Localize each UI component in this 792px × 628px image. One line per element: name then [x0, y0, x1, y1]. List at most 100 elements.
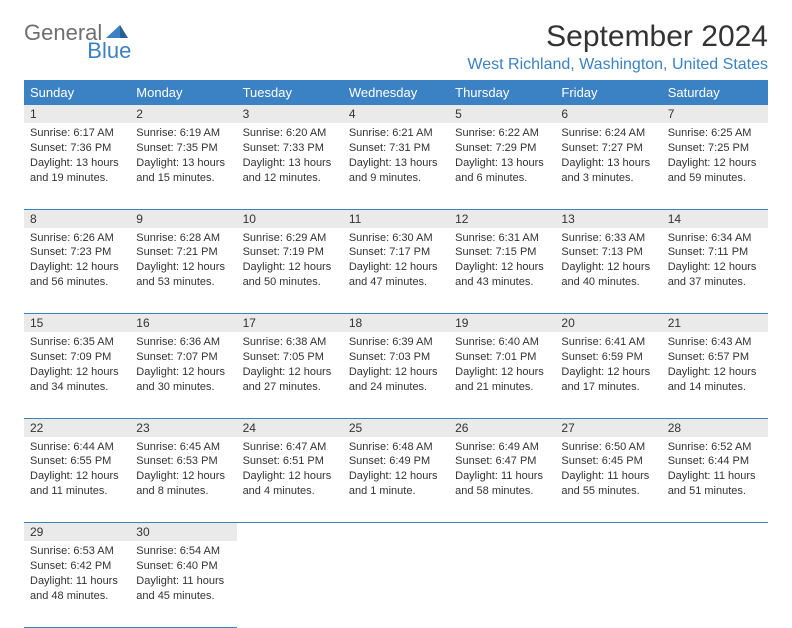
daylight-text: Daylight: 12 hours — [136, 469, 230, 484]
day-cell: Sunrise: 6:20 AMSunset: 7:33 PMDaylight:… — [237, 123, 343, 209]
daylight-text: Daylight: 11 hours — [668, 469, 762, 484]
sunset-text: Sunset: 7:25 PM — [668, 141, 762, 156]
daylight-text: and 43 minutes. — [455, 275, 549, 290]
daylight-text: Daylight: 12 hours — [243, 365, 337, 380]
daylight-text: and 37 minutes. — [668, 275, 762, 290]
day-header: Saturday — [662, 80, 768, 105]
sunrise-text: Sunrise: 6:31 AM — [455, 231, 549, 246]
day-number-row: 22232425262728 — [24, 418, 768, 437]
daylight-text: and 12 minutes. — [243, 171, 337, 186]
day-cell: Sunrise: 6:39 AMSunset: 7:03 PMDaylight:… — [343, 332, 449, 418]
sunrise-text: Sunrise: 6:22 AM — [455, 126, 549, 141]
daylight-text: and 8 minutes. — [136, 484, 230, 499]
daylight-text: and 40 minutes. — [561, 275, 655, 290]
sunrise-text: Sunrise: 6:33 AM — [561, 231, 655, 246]
day-number: 12 — [449, 209, 555, 228]
daylight-text: and 53 minutes. — [136, 275, 230, 290]
sunrise-text: Sunrise: 6:25 AM — [668, 126, 762, 141]
daylight-text: and 11 minutes. — [30, 484, 124, 499]
day-cell: Sunrise: 6:28 AMSunset: 7:21 PMDaylight:… — [130, 228, 236, 314]
sunrise-text: Sunrise: 6:38 AM — [243, 335, 337, 350]
day-number: 16 — [130, 314, 236, 333]
day-cell: Sunrise: 6:48 AMSunset: 6:49 PMDaylight:… — [343, 437, 449, 523]
day-cell: Sunrise: 6:24 AMSunset: 7:27 PMDaylight:… — [555, 123, 661, 209]
daylight-text: Daylight: 13 hours — [136, 156, 230, 171]
sunrise-text: Sunrise: 6:49 AM — [455, 440, 549, 455]
day-number: 8 — [24, 209, 130, 228]
daylight-text: and 6 minutes. — [455, 171, 549, 186]
day-number: 6 — [555, 105, 661, 123]
day-number-row: 2930 — [24, 523, 768, 542]
day-cell: Sunrise: 6:34 AMSunset: 7:11 PMDaylight:… — [662, 228, 768, 314]
day-header: Friday — [555, 80, 661, 105]
day-number — [555, 523, 661, 542]
sunrise-text: Sunrise: 6:30 AM — [349, 231, 443, 246]
day-cell: Sunrise: 6:47 AMSunset: 6:51 PMDaylight:… — [237, 437, 343, 523]
day-number: 14 — [662, 209, 768, 228]
sunset-text: Sunset: 7:17 PM — [349, 245, 443, 260]
daylight-text: and 55 minutes. — [561, 484, 655, 499]
sunrise-text: Sunrise: 6:39 AM — [349, 335, 443, 350]
daylight-text: and 17 minutes. — [561, 380, 655, 395]
day-cell: Sunrise: 6:54 AMSunset: 6:40 PMDaylight:… — [130, 541, 236, 627]
day-number: 29 — [24, 523, 130, 542]
sunset-text: Sunset: 7:19 PM — [243, 245, 337, 260]
sunrise-text: Sunrise: 6:54 AM — [136, 544, 230, 559]
day-cell: Sunrise: 6:38 AMSunset: 7:05 PMDaylight:… — [237, 332, 343, 418]
sunset-text: Sunset: 6:55 PM — [30, 454, 124, 469]
month-year: September 2024 — [467, 20, 768, 54]
day-number: 11 — [343, 209, 449, 228]
daylight-text: and 45 minutes. — [136, 589, 230, 604]
daylight-text: Daylight: 12 hours — [455, 260, 549, 275]
daylight-text: Daylight: 12 hours — [136, 365, 230, 380]
daylight-text: and 24 minutes. — [349, 380, 443, 395]
daylight-text: Daylight: 13 hours — [349, 156, 443, 171]
daylight-text: Daylight: 12 hours — [668, 365, 762, 380]
day-cell — [449, 541, 555, 627]
day-content-row: Sunrise: 6:17 AMSunset: 7:36 PMDaylight:… — [24, 123, 768, 209]
daylight-text: Daylight: 12 hours — [30, 260, 124, 275]
sunset-text: Sunset: 7:36 PM — [30, 141, 124, 156]
day-cell: Sunrise: 6:36 AMSunset: 7:07 PMDaylight:… — [130, 332, 236, 418]
day-number: 24 — [237, 418, 343, 437]
daylight-text: Daylight: 13 hours — [30, 156, 124, 171]
sunrise-text: Sunrise: 6:41 AM — [561, 335, 655, 350]
day-number: 9 — [130, 209, 236, 228]
day-cell: Sunrise: 6:30 AMSunset: 7:17 PMDaylight:… — [343, 228, 449, 314]
day-cell: Sunrise: 6:53 AMSunset: 6:42 PMDaylight:… — [24, 541, 130, 627]
calendar-table: SundayMondayTuesdayWednesdayThursdayFrid… — [24, 80, 768, 628]
daylight-text: Daylight: 12 hours — [668, 156, 762, 171]
day-cell: Sunrise: 6:17 AMSunset: 7:36 PMDaylight:… — [24, 123, 130, 209]
daylight-text: and 4 minutes. — [243, 484, 337, 499]
sunset-text: Sunset: 7:13 PM — [561, 245, 655, 260]
daylight-text: and 14 minutes. — [668, 380, 762, 395]
daylight-text: and 9 minutes. — [349, 171, 443, 186]
sunset-text: Sunset: 7:21 PM — [136, 245, 230, 260]
daylight-text: and 59 minutes. — [668, 171, 762, 186]
daylight-text: Daylight: 11 hours — [30, 574, 124, 589]
daylight-text: and 48 minutes. — [30, 589, 124, 604]
day-number: 5 — [449, 105, 555, 123]
sunset-text: Sunset: 6:47 PM — [455, 454, 549, 469]
daylight-text: Daylight: 12 hours — [243, 469, 337, 484]
sunset-text: Sunset: 6:53 PM — [136, 454, 230, 469]
sunset-text: Sunset: 7:27 PM — [561, 141, 655, 156]
sunset-text: Sunset: 6:45 PM — [561, 454, 655, 469]
day-cell: Sunrise: 6:40 AMSunset: 7:01 PMDaylight:… — [449, 332, 555, 418]
daylight-text: and 56 minutes. — [30, 275, 124, 290]
daylight-text: and 27 minutes. — [243, 380, 337, 395]
sunset-text: Sunset: 7:31 PM — [349, 141, 443, 156]
day-cell: Sunrise: 6:19 AMSunset: 7:35 PMDaylight:… — [130, 123, 236, 209]
day-header: Tuesday — [237, 80, 343, 105]
daylight-text: Daylight: 12 hours — [349, 469, 443, 484]
day-cell: Sunrise: 6:44 AMSunset: 6:55 PMDaylight:… — [24, 437, 130, 523]
day-number: 19 — [449, 314, 555, 333]
sunset-text: Sunset: 7:01 PM — [455, 350, 549, 365]
sunset-text: Sunset: 6:49 PM — [349, 454, 443, 469]
day-number: 18 — [343, 314, 449, 333]
sunrise-text: Sunrise: 6:48 AM — [349, 440, 443, 455]
day-number — [237, 523, 343, 542]
title-block: September 2024 West Richland, Washington… — [467, 20, 768, 74]
sunset-text: Sunset: 7:11 PM — [668, 245, 762, 260]
day-header-row: SundayMondayTuesdayWednesdayThursdayFrid… — [24, 80, 768, 105]
